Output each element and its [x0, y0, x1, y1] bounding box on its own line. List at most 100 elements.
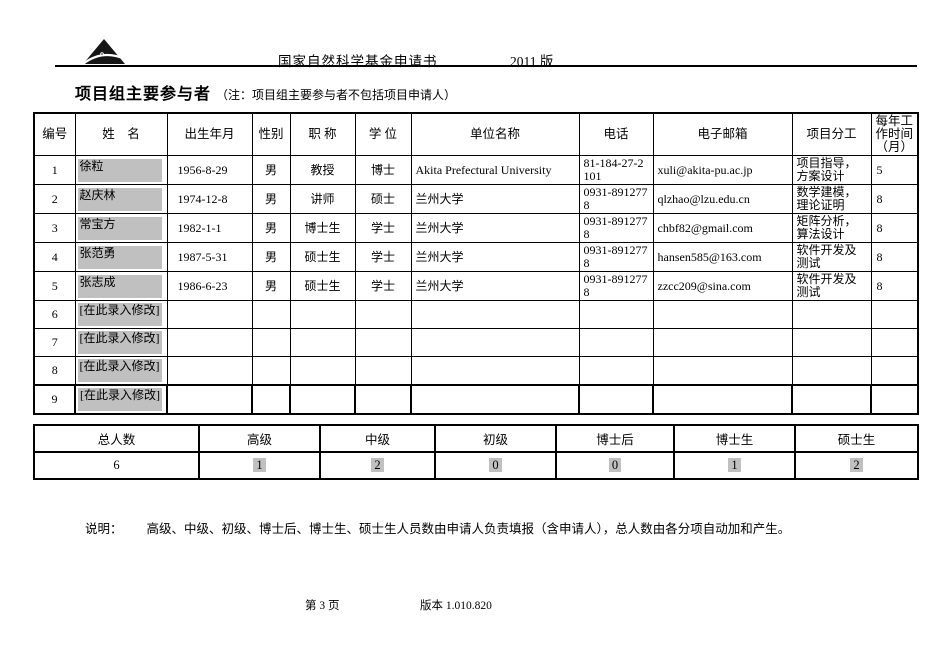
col-header-degree: 学 位: [354, 112, 412, 156]
member-email: hansen585@163.com: [652, 242, 793, 272]
member-email: [652, 384, 793, 415]
note-text: 高级、中级、初级、博士后、博士生、硕士生人员数由申请人负责填报（含申请人），总人…: [146, 522, 791, 536]
col-header-unit: 单位名称: [410, 112, 580, 156]
table-row: 3 常宝方 1982-1-1 男 博士生 学士 兰州大学 0931-891277…: [33, 213, 919, 243]
member-title: [289, 356, 356, 386]
summary-header-middle: 中级: [319, 424, 436, 453]
member-division: 矩阵分析，算法设计: [791, 213, 872, 243]
col-header-no: 编号: [33, 112, 76, 156]
summary-cell: 2: [794, 451, 919, 480]
col-header-name: 姓 名: [74, 112, 168, 156]
member-gender: 男: [251, 242, 291, 272]
member-division: [791, 328, 872, 357]
member-degree: 学士: [354, 242, 412, 272]
member-email: xuli@akita-pu.ac.jp: [652, 155, 793, 185]
summary-phd-field[interactable]: 1: [728, 458, 741, 472]
member-number: 7: [33, 328, 76, 357]
summary-senior-field[interactable]: 1: [253, 458, 266, 472]
section-title: 项目组主要参与者 （注：项目组主要参与者不包括项目申请人）: [75, 80, 456, 104]
member-email: [652, 300, 793, 329]
member-degree: 硕士: [354, 184, 412, 214]
member-name-field[interactable]: 徐粒: [77, 158, 162, 182]
member-birth: [166, 384, 253, 415]
member-gender: 男: [251, 213, 291, 243]
summary-header-total: 总人数: [33, 424, 200, 453]
member-unit: Akita Prefectural University: [410, 155, 580, 185]
member-title: [289, 384, 356, 415]
member-unit: 兰州大学: [410, 271, 580, 301]
summary-junior-field[interactable]: 0: [489, 458, 502, 472]
summary-postdoc-field[interactable]: 0: [608, 458, 622, 472]
member-email: qlzhao@lzu.edu.cn: [652, 184, 793, 214]
members-header-row: 编号 姓 名 出生年月 性别 职 称 学 位 单位名称 电话 电子邮箱 项目分工…: [33, 112, 919, 156]
member-name-field[interactable]: 张志成: [77, 274, 162, 298]
summary-total-value: 6: [33, 451, 200, 480]
member-degree: [354, 356, 412, 386]
member-birth: 1974-12-8: [166, 184, 253, 214]
member-number: 4: [33, 242, 76, 272]
page-number: 第 3 页: [305, 600, 340, 612]
member-division: [791, 300, 872, 329]
member-number: 1: [33, 155, 76, 185]
member-gender: [251, 300, 291, 329]
table-row: 6 [在此录入修改]: [33, 300, 919, 329]
summary-master-field[interactable]: 2: [850, 458, 863, 472]
member-phone: 81-184-27-2101: [578, 155, 654, 185]
member-number: 5: [33, 271, 76, 301]
member-phone: [578, 328, 654, 357]
app-version: 版本 1.010.820: [420, 600, 492, 612]
member-unit: 兰州大学: [410, 242, 580, 272]
member-gender: [251, 384, 291, 415]
headcount-summary-table: 总人数 高级 中级 初级 博士后 博士生 硕士生 6 1 2 0 0 1 2: [33, 424, 919, 480]
member-title: [289, 300, 356, 329]
table-row: 5 张志成 1986-6-23 男 硕士生 学士 兰州大学 0931-89127…: [33, 271, 919, 301]
member-title: [289, 328, 356, 357]
summary-header-row: 总人数 高级 中级 初级 博士后 博士生 硕士生: [33, 424, 919, 453]
member-degree: [354, 300, 412, 329]
member-name-field[interactable]: 常宝方: [77, 216, 162, 240]
member-email: zzcc209@sina.com: [652, 271, 793, 301]
member-birth: 1987-5-31: [166, 242, 253, 272]
table-row: 7 [在此录入修改]: [33, 328, 919, 357]
member-name-field[interactable]: 张范勇: [77, 245, 162, 269]
member-phone: 0931-8912778: [578, 184, 654, 214]
member-gender: [251, 356, 291, 386]
member-birth: [166, 356, 253, 386]
summary-cell: 0: [434, 451, 557, 480]
member-months: 8: [870, 271, 919, 301]
table-row: 2 赵庆林 1974-12-8 男 讲师 硕士 兰州大学 0931-891277…: [33, 184, 919, 214]
member-division: [791, 356, 872, 386]
col-header-gender: 性别: [251, 112, 291, 156]
member-degree: 博士: [354, 155, 412, 185]
summary-cell: 2: [319, 451, 436, 480]
summary-middle-field[interactable]: 2: [371, 458, 384, 472]
document-title: 国家自然科学基金申请书: [278, 54, 438, 69]
member-name-entry-field[interactable]: [在此录入修改]: [77, 359, 162, 382]
member-division: 数学建模，理论证明: [791, 184, 872, 214]
member-name-entry-field[interactable]: [在此录入修改]: [78, 388, 162, 411]
summary-header-master: 硕士生: [794, 424, 919, 453]
header-divider: [55, 65, 917, 67]
summary-header-junior: 初级: [434, 424, 557, 453]
member-number: 3: [33, 213, 76, 243]
member-email: [652, 328, 793, 357]
col-header-email: 电子邮箱: [652, 112, 793, 156]
member-unit: [410, 356, 580, 386]
table-row: 8 [在此录入修改]: [33, 356, 919, 386]
member-name-cell: [在此录入修改]: [74, 328, 168, 357]
member-degree: [354, 328, 412, 357]
member-name-field[interactable]: 赵庆林: [77, 187, 162, 211]
summary-header-postdoc: 博士后: [555, 424, 675, 453]
member-division: 项目指导，方案设计: [791, 155, 872, 185]
member-gender: [251, 328, 291, 357]
member-name-entry-field[interactable]: [在此录入修改]: [77, 331, 162, 354]
member-birth: 1956-8-29: [166, 155, 253, 185]
member-phone: 0931-8912778: [578, 213, 654, 243]
member-number: 8: [33, 356, 76, 386]
member-phone: 0931-8912778: [578, 271, 654, 301]
member-phone: [578, 356, 654, 386]
table-row: 9 [在此录入修改]: [33, 384, 919, 415]
member-name-entry-field[interactable]: [在此录入修改]: [77, 303, 162, 326]
member-unit: 兰州大学: [410, 184, 580, 214]
